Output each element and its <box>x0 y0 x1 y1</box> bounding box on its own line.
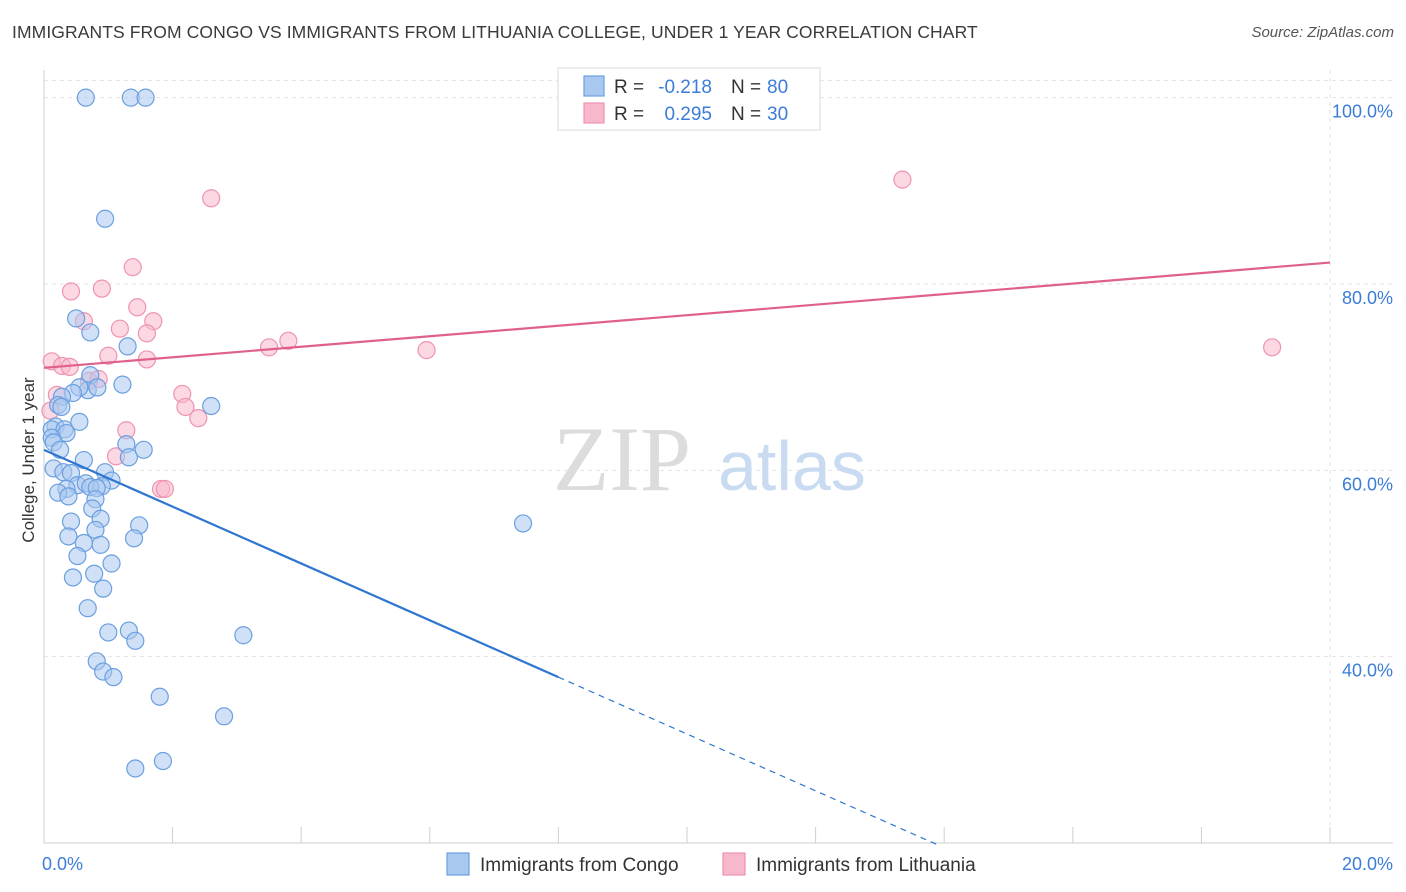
congo-point <box>95 209 115 228</box>
congo-r-label: R = <box>614 77 644 98</box>
watermark-atlas: atlas <box>718 427 866 505</box>
congo-point <box>118 337 137 356</box>
lithuania-point <box>155 479 174 499</box>
lithuania-point <box>99 346 118 365</box>
congo-point <box>74 450 93 470</box>
y-tick-label: 40.0% <box>1342 661 1393 681</box>
data-points <box>41 88 1282 778</box>
congo-point <box>91 535 110 554</box>
congo-point <box>67 309 86 328</box>
watermark: ZIP atlas <box>553 408 866 510</box>
x-tick-label-max: 20.0% <box>1342 854 1393 874</box>
lithuania-legend-swatch <box>583 102 605 124</box>
congo-point <box>113 375 132 394</box>
congo-point <box>136 88 155 107</box>
axes <box>43 70 1393 844</box>
chart-title: IMMIGRANTS FROM CONGO VS IMMIGRANTS FROM… <box>12 22 978 42</box>
lithuania-point <box>137 324 156 343</box>
congo-trend-line-extension <box>558 676 939 846</box>
congo-point <box>70 412 89 431</box>
congo-point <box>68 546 87 566</box>
lithuania-r-value: 0.295 <box>664 104 712 125</box>
lithuania-point <box>1263 338 1282 357</box>
congo-point <box>88 378 107 397</box>
lithuania-n-label: N = <box>731 104 761 125</box>
lithuania-r-label: R = <box>614 104 644 125</box>
watermark-zip: ZIP <box>553 408 691 510</box>
lithuania-trend-line <box>43 261 1331 369</box>
lithuania-point <box>893 170 912 189</box>
congo-point <box>102 554 121 573</box>
congo-series-swatch <box>446 852 470 876</box>
congo-series-label: Immigrants from Congo <box>480 855 679 876</box>
congo-point <box>52 397 71 417</box>
congo-point <box>59 487 78 506</box>
congo-point <box>76 88 95 107</box>
lithuania-point <box>279 331 298 350</box>
congo-n-label: N = <box>731 77 761 98</box>
congo-point <box>153 751 173 771</box>
congo-point <box>94 579 113 598</box>
lithuania-point <box>61 282 81 301</box>
congo-point <box>126 759 145 778</box>
y-tick-label: 60.0% <box>1342 474 1393 494</box>
series-legend: Immigrants from Congo Immigrants from Li… <box>446 852 976 876</box>
congo-point <box>78 599 97 618</box>
lithuania-point <box>202 189 221 208</box>
lithuania-series-label: Immigrants from Lithuania <box>756 855 976 876</box>
stats-legend: R = -0.218 N = 80 R = 0.295 N = 30 <box>557 67 821 131</box>
y-tick-labels: 40.0% 60.0% 80.0% 100.0% <box>1332 102 1393 681</box>
y-tick-label: 80.0% <box>1342 288 1393 308</box>
y-axis-label: College, Under 1 year <box>19 377 38 543</box>
trend-lines <box>43 261 1331 846</box>
congo-point <box>104 668 123 687</box>
congo-point <box>202 396 221 416</box>
congo-point <box>61 512 81 531</box>
congo-point <box>85 564 104 583</box>
congo-trend-line <box>43 448 559 679</box>
lithuania-point <box>189 409 208 428</box>
lithuania-point <box>259 338 279 357</box>
congo-n-value: 80 <box>767 77 788 98</box>
lithuania-n-value: 30 <box>767 104 788 125</box>
congo-point <box>99 623 118 642</box>
congo-point <box>59 527 78 546</box>
congo-r-value: -0.218 <box>658 77 712 98</box>
congo-legend-swatch <box>583 75 605 97</box>
lithuania-series-swatch <box>722 852 746 876</box>
congo-point <box>119 448 138 467</box>
lithuania-point <box>128 298 147 317</box>
source-credit: Source: ZipAtlas.com <box>1251 24 1394 41</box>
x-tick-label-min: 0.0% <box>42 854 83 874</box>
congo-point <box>513 514 533 533</box>
congo-point <box>126 631 145 650</box>
congo-point <box>214 707 234 726</box>
lithuania-point <box>92 279 111 298</box>
y-tick-label: 100.0% <box>1332 102 1393 122</box>
congo-point <box>81 323 100 342</box>
congo-point <box>124 529 144 548</box>
congo-point <box>134 440 153 459</box>
lithuania-point <box>176 397 195 417</box>
congo-point <box>63 568 83 587</box>
congo-point <box>150 687 169 706</box>
congo-point <box>234 626 253 645</box>
lithuania-point <box>123 258 142 277</box>
lithuania-point <box>417 341 436 360</box>
lithuania-point <box>110 319 129 338</box>
